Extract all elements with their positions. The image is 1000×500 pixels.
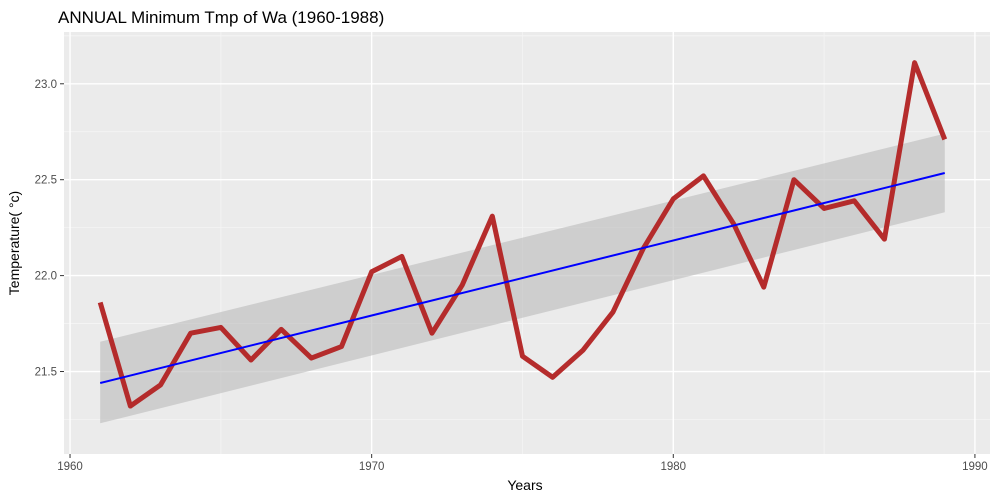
y-tick-label: 21.5 xyxy=(35,367,57,379)
data-point xyxy=(610,310,615,315)
data-point xyxy=(822,206,827,211)
data-point xyxy=(460,283,465,288)
data-point xyxy=(490,214,495,219)
data-point xyxy=(158,382,163,387)
data-point xyxy=(580,348,585,353)
data-point xyxy=(701,173,706,178)
data-point xyxy=(309,356,314,361)
data-point xyxy=(98,300,103,305)
data-point xyxy=(852,198,857,203)
data-point xyxy=(429,331,434,336)
data-point xyxy=(128,404,133,409)
data-point xyxy=(791,177,796,182)
data-point xyxy=(671,196,676,201)
y-axis-title: Temperature( °c) xyxy=(6,191,22,295)
plot-area xyxy=(64,32,990,454)
data-point xyxy=(279,327,284,332)
data-point xyxy=(550,375,555,380)
data-point xyxy=(249,358,254,363)
temperature-series-line xyxy=(97,60,948,409)
y-tick-label: 22.5 xyxy=(35,175,57,187)
data-point xyxy=(942,137,947,142)
trend-line xyxy=(99,172,945,384)
data-point xyxy=(520,354,525,359)
data-point xyxy=(399,254,404,259)
x-tick-label: 1980 xyxy=(660,461,686,473)
chart-title: ANNUAL Minimum Tmp of Wa (1960-1988) xyxy=(58,8,384,27)
data-point xyxy=(369,269,374,274)
data-point xyxy=(761,285,766,290)
data-point xyxy=(218,325,223,330)
data-point xyxy=(188,331,193,336)
x-tick-label: 1990 xyxy=(962,461,988,473)
x-tick-label: 1960 xyxy=(57,461,83,473)
y-tick-label: 23.0 xyxy=(35,79,57,91)
y-tick-label: 22.0 xyxy=(35,271,57,283)
x-tick-label: 1970 xyxy=(359,461,385,473)
data-point xyxy=(339,344,344,349)
data-point xyxy=(912,60,917,65)
data-point xyxy=(882,237,887,242)
x-axis-title: Years xyxy=(507,477,542,493)
